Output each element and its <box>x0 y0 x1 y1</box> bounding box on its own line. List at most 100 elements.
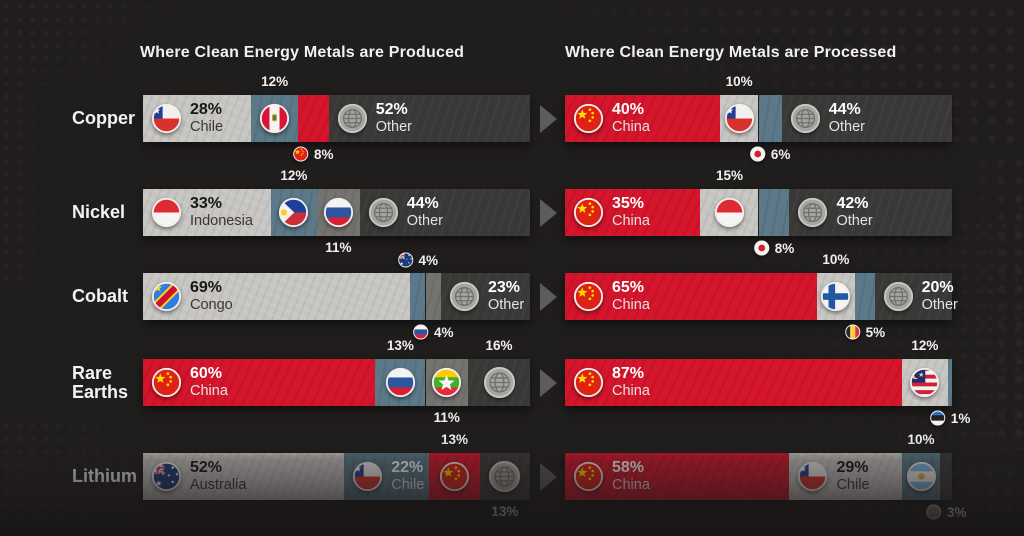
segment-country: China <box>612 383 650 400</box>
nickel-produced-bar: 33% Indonesia 12% 11% 44% Other <box>143 168 530 255</box>
copper-produced-bar: 28% Chile 12% 8% 52% Other <box>143 74 530 162</box>
label-percent: 11% <box>433 410 460 425</box>
cobalt-produced-bar-label-russia: 4% <box>413 324 454 340</box>
segment-label: 65% China <box>565 279 650 313</box>
segment-country: Chile <box>190 119 224 136</box>
segment-label: 40% China <box>565 101 650 135</box>
label-percent: 8% <box>314 146 334 162</box>
finland-flag-icon <box>821 281 851 312</box>
myanmar-flag-icon <box>432 367 462 398</box>
cobalt-produced-bar-label-australia: 4% <box>397 252 438 268</box>
copper-processed-bar-segment-chile <box>719 95 759 142</box>
segment-label: 28% Chile <box>143 101 223 135</box>
segment-country: China <box>612 119 650 136</box>
segment-country: China <box>190 383 228 400</box>
segment-percent: 35% <box>612 195 645 213</box>
processed-column-title: Where Clean Energy Metals are Processed <box>565 44 897 61</box>
copper-processed-bar-segment-china: 40% China <box>565 95 720 142</box>
segment-percent: 28% <box>190 101 223 119</box>
rare-earths-processed-bar-label-malaysia: 12% <box>911 338 938 353</box>
chile-flag-icon <box>798 461 828 492</box>
label-percent: 11% <box>325 240 352 255</box>
flow-arrow-icon <box>540 282 557 311</box>
segment-label: 44% Other <box>782 101 865 135</box>
segment-label: 23% Other <box>441 279 524 313</box>
halftone-dots-right-edge <box>950 150 1024 450</box>
copper-processed-bar-label-japan: 6% <box>750 146 790 162</box>
china-flag-icon <box>573 197 604 228</box>
china-flag-icon <box>573 103 604 134</box>
segment-country: Australia <box>190 477 247 494</box>
philippines-flag-icon <box>279 197 309 228</box>
copper-produced-bar-label-peru: 12% <box>261 74 288 89</box>
segment-flag-holder <box>902 367 948 398</box>
segment-flag-holder <box>817 281 856 312</box>
cobalt-produced-bar-segment-other: 23% Other <box>440 273 530 320</box>
nickel-processed-bar-segment-japan <box>758 189 790 236</box>
nickel-produced-bar-segment-philippines <box>270 189 318 236</box>
halftone-dots-mid-right <box>620 220 1020 440</box>
cobalt-processed-bar-segment-finland <box>816 273 856 320</box>
globe-icon <box>798 197 828 228</box>
australia-flag-icon <box>397 252 414 268</box>
segment-flag-holder <box>480 460 530 493</box>
china-flag-icon <box>573 281 604 312</box>
segment-country: Congo <box>190 297 233 314</box>
copper-produced-bar-segment-other: 52% Other <box>328 95 530 142</box>
rare-earths-produced-bar-segment-russia <box>375 359 426 406</box>
segment-flag-holder <box>251 103 297 134</box>
label-percent: 12% <box>261 74 289 89</box>
segment-percent: 87% <box>612 365 645 383</box>
lithium-produced-bar-segment-other <box>479 453 530 500</box>
globe-icon <box>883 281 913 312</box>
lithium-processed-bar-segment-argentina <box>901 453 941 500</box>
segment-flag-holder <box>700 197 758 228</box>
segment-label: 52% Other <box>329 101 412 135</box>
segment-percent: 29% <box>836 459 869 477</box>
rare-earths-produced-bar-label-myanmar: 11% <box>434 410 460 425</box>
rare-earths-produced-bar: 60% China 13% 11% 16% <box>143 338 530 425</box>
lithium-produced-bar: 52% Australia 22% Chile 13% 13% <box>143 432 530 519</box>
metal-label-rare-earths: Rare Earths <box>72 362 129 402</box>
segment-label: 20% Other <box>875 279 958 313</box>
flow-arrow-icon <box>540 104 557 133</box>
china-flag-icon <box>573 367 604 398</box>
lithium-processed-bar-label-other: 3% <box>926 504 966 520</box>
segment-country: Chile <box>836 477 870 494</box>
segment-label: 69% Congo <box>143 279 233 313</box>
nickel-produced-bar-label-philippines: 12% <box>280 168 307 183</box>
chile-flag-icon <box>724 103 754 134</box>
segment-percent: 69% <box>190 279 223 297</box>
flow-arrow-icon <box>540 462 557 491</box>
globe-icon <box>790 103 820 134</box>
peru-flag-icon <box>260 103 290 134</box>
cobalt-produced-bar: 69% Congo 4% 4% 23% Other <box>143 252 530 340</box>
indonesia-flag-icon <box>151 197 182 228</box>
label-percent: 10% <box>822 252 850 267</box>
cobalt-processed-bar-label-finland: 10% <box>822 252 849 267</box>
halftone-dots-top-left <box>0 0 200 85</box>
rare-earths-produced-bar-segment-other <box>468 359 530 406</box>
rare-earths-produced-bar-segment-china: 60% China <box>143 359 376 406</box>
segment-label: 35% China <box>565 195 650 229</box>
segment-percent: 23% <box>487 279 521 297</box>
china-flag-icon <box>573 461 604 492</box>
segment-flag-holder <box>720 103 759 134</box>
globe-icon <box>368 197 398 228</box>
segment-percent: 60% <box>190 365 223 383</box>
segment-label: 52% Australia <box>143 459 246 493</box>
chile-flag-icon <box>151 103 182 134</box>
segment-label: 33% Indonesia <box>143 195 253 229</box>
globe-icon <box>926 504 942 520</box>
segment-flag-holder <box>468 366 530 399</box>
rare-earths-produced-bar-label-russia: 13% <box>387 338 414 353</box>
copper-produced-bar-segment-chile: 28% Chile <box>143 95 252 142</box>
label-percent: 1% <box>950 410 971 426</box>
segment-percent: 52% <box>190 459 223 477</box>
cobalt-produced-bar-segment-australia <box>410 273 426 320</box>
china-flag-icon <box>293 146 309 162</box>
label-percent: 4% <box>433 324 454 340</box>
segment-country: Other <box>828 119 865 136</box>
label-percent: 13% <box>386 338 414 353</box>
